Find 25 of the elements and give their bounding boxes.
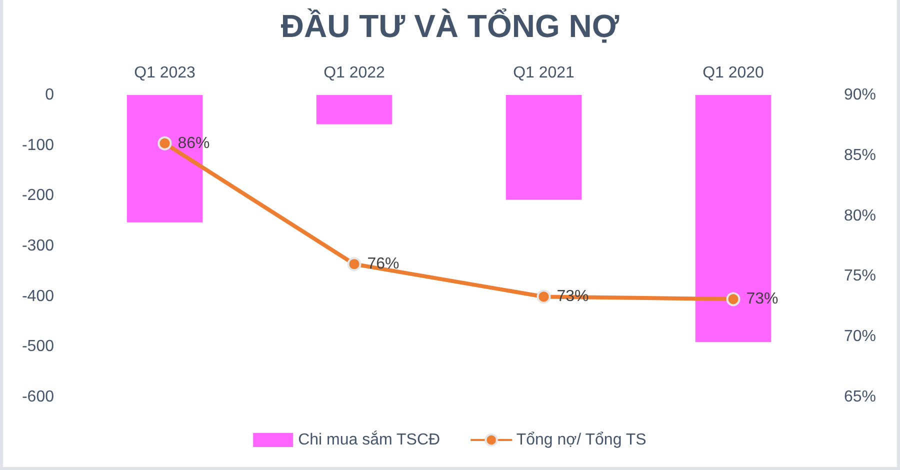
point: [158, 136, 172, 150]
y-tick-label: -300: [22, 238, 54, 254]
y-tick-label: 0: [45, 86, 54, 104]
x-tick-label: Q1 2021: [513, 64, 575, 82]
y-tick-label: -200: [22, 187, 54, 204]
point: [347, 257, 362, 272]
y2-tick-label: 85%: [844, 146, 876, 164]
point: [726, 292, 740, 306]
legend-label: Chi mua sắm TSCĐ: [298, 430, 440, 448]
y2-tick-label: 90%: [844, 86, 876, 104]
y-tick-label: -100: [22, 136, 54, 154]
y-tick-label: -600: [22, 388, 54, 406]
x-tick-label: Q1 2022: [324, 64, 386, 82]
x-tick-label: Q1 2023: [134, 64, 196, 82]
x-tick-label: Q1 2020: [702, 64, 764, 82]
y-tick-label: -500: [22, 338, 54, 356]
y-tick-label: -400: [22, 288, 54, 305]
y2-tick-label: 65%: [844, 388, 876, 406]
chart-title: ĐẦU TƯ VÀ TỔNG NỢ: [280, 8, 620, 44]
y2-tick-label: 75%: [844, 268, 876, 285]
point: [536, 290, 551, 304]
data-label: 73%: [556, 288, 589, 306]
y2-tick-label: 80%: [844, 207, 876, 224]
legend-label: Tổng nợ/ Tổng TS: [516, 432, 646, 448]
y2-tick-label: 70%: [844, 328, 876, 346]
